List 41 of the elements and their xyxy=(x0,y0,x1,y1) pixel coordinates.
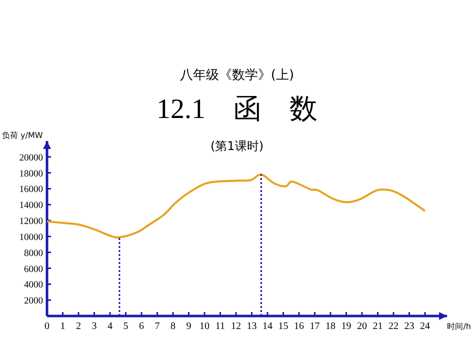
y-tick-label: 14000 xyxy=(19,201,44,212)
x-tick-label: 3 xyxy=(92,321,97,332)
x-tick-label: 22 xyxy=(388,321,398,332)
y-axis-title: 负荷 y/MW xyxy=(2,131,43,140)
y-tick-label: 16000 xyxy=(19,185,44,196)
chart-subtitle: 12.1 函 数 xyxy=(156,94,318,125)
x-tick-label: 13 xyxy=(246,321,257,332)
x-tick-label: 14 xyxy=(262,321,272,332)
y-tick-label: 4000 xyxy=(24,280,44,291)
x-tick-label: 12 xyxy=(231,321,241,332)
x-tick-label: 6 xyxy=(139,321,144,332)
x-tick-label: 24 xyxy=(420,321,430,332)
x-tick-label: 2 xyxy=(76,321,81,332)
x-tick-label: 8 xyxy=(170,321,176,332)
y-tick-label: 20000 xyxy=(19,153,44,164)
x-tick-label: 9 xyxy=(186,321,192,332)
annotation: (第1课时) xyxy=(210,139,264,153)
x-tick-label: 15 xyxy=(278,321,288,332)
x-tick-label: 1 xyxy=(60,321,66,332)
x-tick-label: 5 xyxy=(123,321,128,332)
y-tick-label: 12000 xyxy=(19,217,44,228)
x-tick-label: 23 xyxy=(404,321,414,332)
y-tick-label: 18000 xyxy=(19,169,44,180)
chart-title: 八年级《数学》(上) xyxy=(180,68,294,83)
x-tick-label: 18 xyxy=(326,321,336,332)
y-tick-label: 6000 xyxy=(24,264,44,275)
y-tick-label: 10000 xyxy=(19,232,44,243)
x-tick-label: 20 xyxy=(357,321,367,332)
x-tick-label: 21 xyxy=(372,321,383,332)
x-axis-title: 时间/h xyxy=(447,322,471,331)
y-tick-label: 2000 xyxy=(24,296,44,307)
x-tick-label: 17 xyxy=(310,321,320,332)
x-tick-label: 11 xyxy=(215,321,226,332)
x-tick-label: 4 xyxy=(108,321,112,332)
x-tick-label: 10 xyxy=(200,321,210,332)
x-tick-label: 16 xyxy=(294,321,304,332)
x-tick-label: 0 xyxy=(44,321,50,332)
y-tick-label: 8000 xyxy=(24,248,44,259)
line-series xyxy=(46,173,426,238)
x-tick-label: 19 xyxy=(341,321,352,332)
x-tick-label: 7 xyxy=(154,321,160,332)
